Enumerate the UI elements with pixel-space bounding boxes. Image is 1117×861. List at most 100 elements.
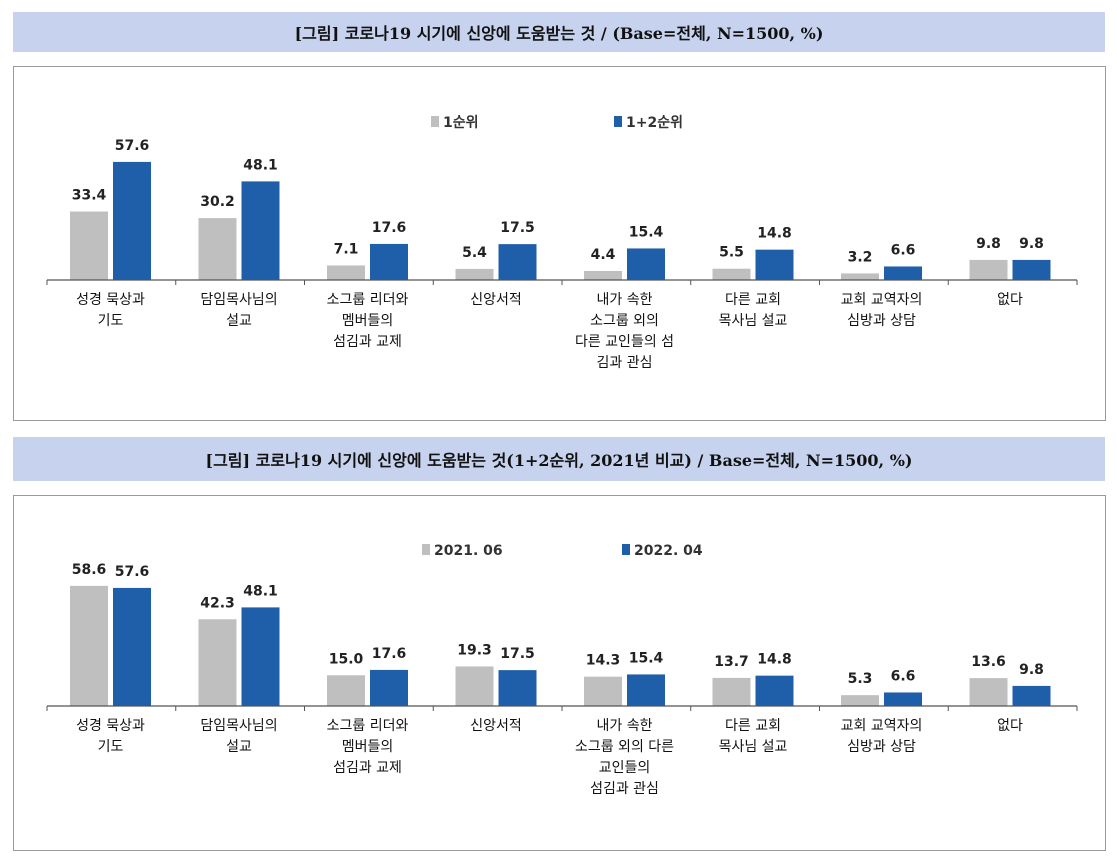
bar-0-0 bbox=[70, 211, 108, 280]
data-label-1-3: 17.5 bbox=[500, 220, 535, 236]
category-label-5-0: 다른 교회 bbox=[725, 292, 781, 308]
legend-label-1: 1+2순위 bbox=[626, 115, 683, 131]
data-label-1-4: 15.4 bbox=[629, 224, 664, 240]
bar-1-6 bbox=[884, 692, 922, 706]
chart-2-frame: 2021. 06 2022. 04 58.6 57.6 42.3 48.1 15.0 17.6… bbox=[13, 495, 1106, 851]
data-label-1-1: 48.1 bbox=[243, 157, 278, 173]
bar-0-6 bbox=[841, 273, 879, 280]
data-label-1-7: 9.8 bbox=[1019, 236, 1044, 252]
data-label-1-5: 14.8 bbox=[757, 652, 792, 668]
category-label-2-0: 소그룹 리더와 bbox=[327, 292, 409, 308]
bar-0-4 bbox=[584, 676, 622, 706]
category-label-4-2: 다른 교인들의 섬 bbox=[575, 334, 674, 350]
data-label-1-6: 6.6 bbox=[891, 242, 916, 258]
data-label-0-4: 14.3 bbox=[586, 653, 621, 669]
data-label-0-6: 3.2 bbox=[848, 249, 873, 265]
bar-1-2 bbox=[370, 669, 408, 706]
bar-0-7 bbox=[969, 678, 1008, 706]
bar-0-6 bbox=[841, 695, 879, 706]
chart-2-plot: 2021. 06 2022. 04 58.6 57.6 42.3 48.1 15.0 17.6… bbox=[46, 543, 1078, 797]
bar-0-5 bbox=[712, 677, 751, 706]
category-label-4-3: 김과 관심 bbox=[597, 355, 653, 371]
legend-swatch-0 bbox=[431, 116, 439, 127]
data-label-0-1: 30.2 bbox=[200, 194, 235, 210]
data-label-1-0: 57.6 bbox=[115, 564, 150, 580]
bar-0-7 bbox=[969, 259, 1008, 280]
data-label-1-2: 17.6 bbox=[372, 220, 407, 236]
category-label-2-0: 소그룹 리더와 bbox=[327, 718, 409, 734]
data-label-1-6: 6.6 bbox=[891, 668, 916, 684]
bar-1-5 bbox=[755, 675, 794, 706]
category-label-5-1: 목사님 설교 bbox=[719, 739, 788, 755]
data-label-0-5: 13.7 bbox=[714, 654, 749, 670]
category-label-6-1: 심방과 상담 bbox=[847, 313, 916, 329]
bar-0-3 bbox=[455, 666, 494, 706]
bar-0-3 bbox=[455, 268, 494, 280]
data-label-0-2: 7.1 bbox=[334, 241, 359, 257]
chart-2-title: [그림] 코로나19 시기에 신앙에 도움받는 것(1+2순위, 2021년 비… bbox=[13, 437, 1105, 481]
category-label-1-1: 설교 bbox=[226, 313, 252, 329]
bar-0-2 bbox=[327, 675, 365, 706]
category-label-4-0: 내가 속한 bbox=[597, 292, 653, 308]
bar-0-4 bbox=[584, 270, 622, 280]
legend-label-1: 2022. 04 bbox=[634, 543, 703, 559]
legend-swatch-0 bbox=[422, 544, 430, 555]
category-label-1-1: 설교 bbox=[226, 739, 252, 755]
data-label-1-4: 15.4 bbox=[629, 650, 664, 666]
category-label-0-0: 성경 묵상과 bbox=[76, 718, 145, 734]
category-label-4-1: 소그룹 외의 bbox=[590, 313, 659, 329]
bar-1-7 bbox=[1012, 259, 1051, 280]
category-label-2-1: 멤버들의 bbox=[342, 313, 394, 329]
category-label-4-3: 섬김과 관심 bbox=[590, 781, 659, 797]
data-label-1-0: 57.6 bbox=[115, 138, 150, 154]
legend-label-0: 2021. 06 bbox=[434, 543, 503, 559]
data-label-1-5: 14.8 bbox=[757, 226, 792, 242]
bar-1-2 bbox=[370, 243, 408, 280]
data-label-0-4: 4.4 bbox=[591, 247, 616, 263]
category-label-6-0: 교회 교역자의 bbox=[841, 718, 923, 734]
bar-1-0 bbox=[113, 587, 151, 706]
bar-1-5 bbox=[755, 249, 794, 280]
data-label-0-7: 13.6 bbox=[971, 654, 1006, 670]
chart-1-title: [그림] 코로나19 시기에 신앙에 도움받는 것 / (Base=전체, N=… bbox=[13, 12, 1105, 52]
data-label-1-3: 17.5 bbox=[500, 646, 535, 662]
bar-0-5 bbox=[712, 268, 751, 280]
data-label-0-1: 42.3 bbox=[200, 595, 235, 611]
data-label-0-5: 5.5 bbox=[719, 245, 744, 261]
data-label-0-0: 33.4 bbox=[72, 188, 107, 204]
data-label-0-0: 58.6 bbox=[72, 562, 107, 578]
category-label-7-0: 없다 bbox=[997, 292, 1023, 308]
category-label-4-1: 소그룹 외의 다른 bbox=[575, 739, 674, 755]
bar-0-0 bbox=[70, 585, 108, 706]
category-label-1-0: 담임목사님의 bbox=[200, 718, 277, 734]
category-label-5-0: 다른 교회 bbox=[725, 718, 781, 734]
bar-1-6 bbox=[884, 266, 922, 280]
bar-1-7 bbox=[1012, 685, 1051, 706]
chart-1-plot: 1순위 1+2순위 33.4 57.6 30.2 48.1 7.1 17.6 5.4 17.5 4.… bbox=[46, 115, 1078, 371]
category-label-0-0: 성경 묵상과 bbox=[76, 292, 145, 308]
category-label-7-0: 없다 bbox=[997, 718, 1023, 734]
bar-1-1 bbox=[241, 181, 280, 280]
category-label-1-0: 담임목사님의 bbox=[200, 292, 277, 308]
category-label-4-0: 내가 속한 bbox=[597, 718, 653, 734]
bar-0-1 bbox=[198, 218, 237, 280]
data-label-0-2: 15.0 bbox=[329, 651, 364, 667]
category-label-4-2: 교인들의 bbox=[599, 760, 651, 776]
bar-0-1 bbox=[198, 619, 237, 706]
category-label-2-2: 섬김과 교제 bbox=[333, 760, 402, 776]
bar-1-3 bbox=[498, 244, 537, 280]
data-label-1-1: 48.1 bbox=[243, 583, 278, 599]
category-label-5-1: 목사님 설교 bbox=[719, 313, 788, 329]
data-label-0-3: 19.3 bbox=[457, 642, 492, 658]
bar-1-4 bbox=[627, 248, 665, 280]
category-label-6-1: 심방과 상담 bbox=[847, 739, 916, 755]
legend-label-0: 1순위 bbox=[443, 115, 479, 131]
bar-1-3 bbox=[498, 670, 537, 706]
category-label-2-1: 멤버들의 bbox=[342, 739, 394, 755]
bar-1-1 bbox=[241, 607, 280, 706]
bar-1-4 bbox=[627, 674, 665, 706]
data-label-0-6: 5.3 bbox=[848, 671, 873, 687]
legend-swatch-1 bbox=[614, 116, 622, 127]
legend-swatch-1 bbox=[622, 544, 630, 555]
bar-1-0 bbox=[113, 161, 151, 280]
